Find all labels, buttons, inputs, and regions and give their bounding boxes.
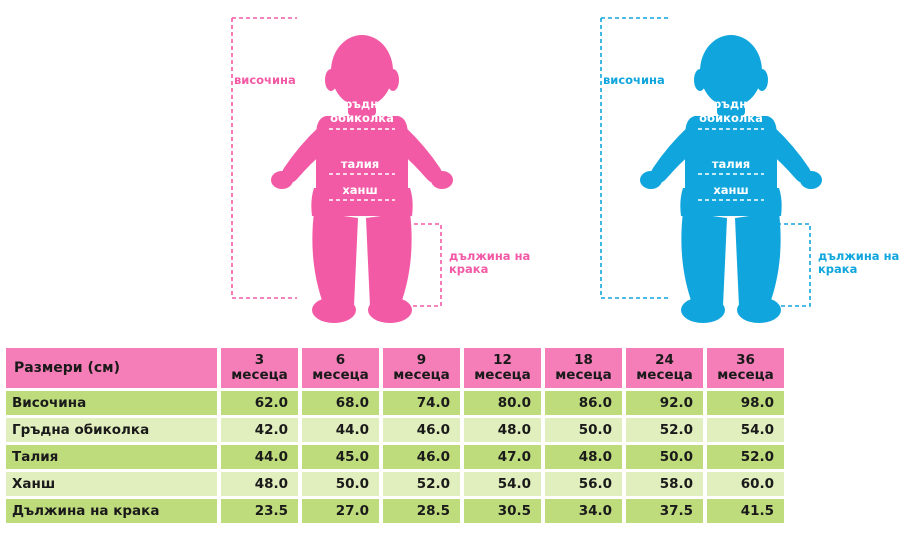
age-unit: месеца	[312, 367, 369, 383]
table-cell: 52.0	[383, 472, 460, 496]
age-header: 6 месеца	[302, 348, 379, 388]
table-cell: 62.0	[221, 391, 298, 415]
table-cell: 37.5	[626, 499, 703, 523]
table-cell: 48.0	[221, 472, 298, 496]
age-unit: месеца	[474, 367, 531, 383]
table-cell: 47.0	[464, 445, 541, 469]
baby-figures-graphic: височина гръдна обиколка талия ханш дълж…	[231, 17, 899, 323]
table-cell: 54.0	[464, 472, 541, 496]
age-header: 3 месеца	[221, 348, 298, 388]
boy-chest-label-1: гръдна	[707, 97, 755, 111]
age-number: 9	[416, 352, 427, 368]
boy-hip-label: ханш	[713, 183, 748, 197]
age-number: 36	[736, 352, 755, 368]
age-number: 24	[655, 352, 674, 368]
age-number: 3	[254, 352, 265, 368]
girl-chest-label-2: обиколка	[330, 111, 394, 125]
table-row: Ханш 48.0 50.0 52.0 54.0 56.0 58.0 60.0	[6, 472, 784, 496]
age-header: 18 месеца	[545, 348, 622, 388]
girl-height-label: височина	[234, 73, 296, 87]
girl-silhouette	[271, 35, 453, 323]
table-row: Талия 44.0 45.0 46.0 47.0 48.0 50.0 52.0	[6, 445, 784, 469]
table-cell: 34.0	[545, 499, 622, 523]
girl-leg-label-1: дължина на	[449, 249, 530, 263]
age-number: 18	[574, 352, 593, 368]
table-cell: 58.0	[626, 472, 703, 496]
table-cell: 68.0	[302, 391, 379, 415]
age-unit: месеца	[555, 367, 612, 383]
boy-height-guide	[600, 17, 811, 307]
age-header: 36 месеца	[707, 348, 784, 388]
age-header: 24 месеца	[626, 348, 703, 388]
girl-figure: височина гръдна обиколка талия ханш дълж…	[231, 17, 530, 323]
boy-silhouette	[640, 35, 822, 323]
table-cell: 60.0	[707, 472, 784, 496]
age-number: 6	[335, 352, 346, 368]
table-cell: 48.0	[464, 418, 541, 442]
table-cell: 42.0	[221, 418, 298, 442]
row-label: Дължина на крака	[6, 499, 217, 523]
boy-leg-label-2: крака	[818, 262, 857, 276]
table-cell: 54.0	[707, 418, 784, 442]
boy-chest-label-2: обиколка	[699, 111, 763, 125]
row-label: Ханш	[6, 472, 217, 496]
age-unit: месеца	[393, 367, 450, 383]
header-label: Размери (см)	[6, 348, 217, 388]
boy-inner-guides	[698, 128, 764, 201]
size-table-header: Размери (см) 3 месеца 6 месеца 9 месеца 12 м…	[6, 348, 784, 388]
table-row: Дължина на крака 23.5 27.0 28.5 30.5 34.…	[6, 499, 784, 523]
age-unit: месеца	[231, 367, 288, 383]
girl-hip-label: ханш	[342, 183, 377, 197]
age-header: 12 месеца	[464, 348, 541, 388]
table-cell: 48.0	[545, 445, 622, 469]
boy-leg-label-1: дължина на	[818, 249, 899, 263]
table-cell: 98.0	[707, 391, 784, 415]
age-number: 12	[493, 352, 512, 368]
girl-chest-label-1: гръдна	[338, 97, 386, 111]
table-cell: 44.0	[221, 445, 298, 469]
table-cell: 52.0	[626, 418, 703, 442]
size-table: Размери (см) 3 месеца 6 месеца 9 месеца 12 м…	[2, 345, 788, 526]
girl-leg-label-2: крака	[449, 262, 488, 276]
size-guide-illustrations: височина гръдна обиколка талия ханш дълж…	[231, 17, 899, 323]
table-cell: 56.0	[545, 472, 622, 496]
row-label: Гръдна обиколка	[6, 418, 217, 442]
girl-waist-label: талия	[341, 157, 379, 171]
table-row: Гръдна обиколка 42.0 44.0 46.0 48.0 50.0…	[6, 418, 784, 442]
table-cell: 46.0	[383, 418, 460, 442]
table-cell: 52.0	[707, 445, 784, 469]
table-cell: 44.0	[302, 418, 379, 442]
table-cell: 27.0	[302, 499, 379, 523]
table-cell: 74.0	[383, 391, 460, 415]
girl-inner-guides	[329, 128, 395, 201]
table-cell: 92.0	[626, 391, 703, 415]
boy-figure: височина гръдна обиколка талия ханш дълж…	[600, 17, 899, 323]
table-cell: 80.0	[464, 391, 541, 415]
table-cell: 41.5	[707, 499, 784, 523]
boy-labels: височина гръдна обиколка талия ханш дълж…	[603, 73, 899, 276]
boy-height-label: височина	[603, 73, 665, 87]
table-cell: 50.0	[545, 418, 622, 442]
table-cell: 45.0	[302, 445, 379, 469]
age-unit: месеца	[636, 367, 693, 383]
age-header: 9 месеца	[383, 348, 460, 388]
girl-height-guide	[231, 17, 442, 307]
table-cell: 30.5	[464, 499, 541, 523]
row-label: Височина	[6, 391, 217, 415]
boy-waist-label: талия	[712, 157, 750, 171]
table-cell: 86.0	[545, 391, 622, 415]
row-label: Талия	[6, 445, 217, 469]
girl-labels: височина гръдна обиколка талия ханш дълж…	[234, 73, 530, 276]
table-cell: 23.5	[221, 499, 298, 523]
table-cell: 46.0	[383, 445, 460, 469]
table-row: Височина 62.0 68.0 74.0 80.0 86.0 92.0 9…	[6, 391, 784, 415]
table-cell: 50.0	[626, 445, 703, 469]
table-cell: 28.5	[383, 499, 460, 523]
age-unit: месеца	[717, 367, 774, 383]
table-cell: 50.0	[302, 472, 379, 496]
